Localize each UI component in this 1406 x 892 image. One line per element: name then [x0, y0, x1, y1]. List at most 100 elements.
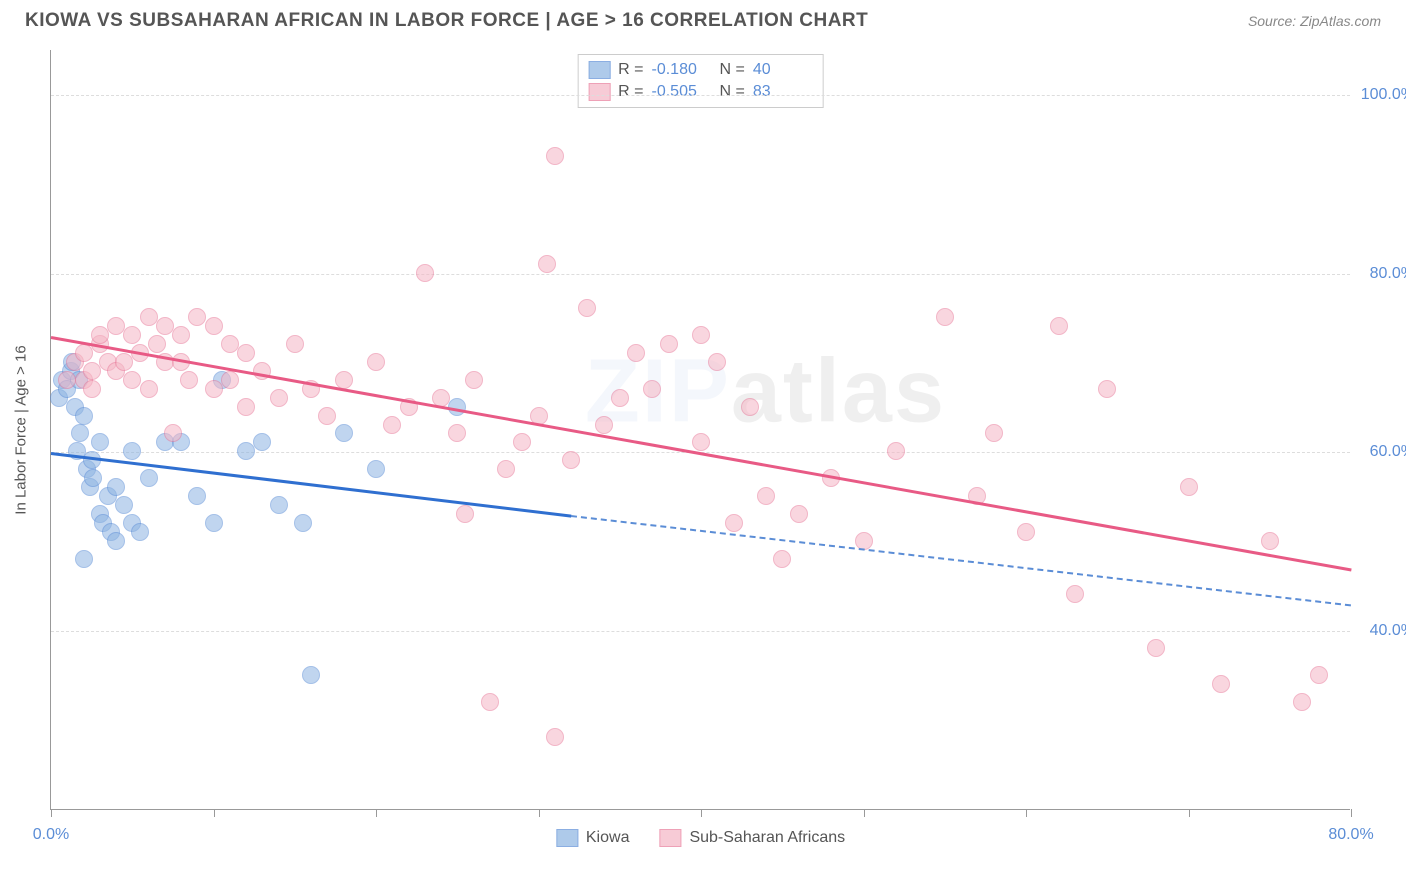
- data-point: [497, 460, 515, 478]
- chart-plot-area: In Labor Force | Age > 16 ZIPatlas R =-0…: [50, 50, 1350, 810]
- x-tick: [701, 809, 702, 817]
- data-point: [562, 451, 580, 469]
- gridline: [51, 274, 1350, 275]
- data-point: [270, 496, 288, 514]
- r-label: R =: [618, 61, 643, 79]
- data-point: [1050, 317, 1068, 335]
- data-point: [107, 532, 125, 550]
- data-point: [172, 326, 190, 344]
- data-point: [627, 344, 645, 362]
- x-tick: [1026, 809, 1027, 817]
- x-tick: [376, 809, 377, 817]
- data-point: [140, 308, 158, 326]
- data-point: [481, 693, 499, 711]
- data-point: [367, 353, 385, 371]
- data-point: [221, 335, 239, 353]
- x-tick-label: 80.0%: [1328, 826, 1373, 844]
- data-point: [538, 255, 556, 273]
- legend-item: Sub-Saharan Africans: [659, 829, 845, 847]
- x-tick: [214, 809, 215, 817]
- data-point: [578, 299, 596, 317]
- y-tick-label: 100.0%: [1361, 86, 1406, 104]
- data-point: [1017, 523, 1035, 541]
- data-point: [294, 514, 312, 532]
- stats-legend: R =-0.180N =40R =-0.505N =83: [577, 54, 824, 108]
- data-point: [180, 371, 198, 389]
- y-tick-label: 80.0%: [1370, 265, 1406, 283]
- data-point: [1310, 666, 1328, 684]
- data-point: [83, 380, 101, 398]
- data-point: [140, 380, 158, 398]
- data-point: [131, 523, 149, 541]
- data-point: [1147, 639, 1165, 657]
- n-label: N =: [720, 61, 745, 79]
- data-point: [546, 147, 564, 165]
- y-axis-label: In Labor Force | Age > 16: [13, 345, 30, 514]
- data-point: [75, 407, 93, 425]
- n-label: N =: [720, 83, 745, 101]
- data-point: [205, 514, 223, 532]
- data-point: [456, 505, 474, 523]
- data-point: [660, 335, 678, 353]
- x-tick-label: 0.0%: [33, 826, 69, 844]
- data-point: [123, 371, 141, 389]
- data-point: [237, 398, 255, 416]
- legend-label: Sub-Saharan Africans: [689, 829, 845, 847]
- data-point: [188, 487, 206, 505]
- data-point: [318, 407, 336, 425]
- data-point: [757, 487, 775, 505]
- data-point: [692, 326, 710, 344]
- gridline: [51, 631, 1350, 632]
- x-tick: [1189, 809, 1190, 817]
- r-value: -0.505: [652, 83, 712, 101]
- data-point: [1066, 585, 1084, 603]
- data-point: [123, 442, 141, 460]
- data-point: [237, 344, 255, 362]
- gridline: [51, 95, 1350, 96]
- data-point: [164, 424, 182, 442]
- y-tick-label: 40.0%: [1370, 622, 1406, 640]
- data-point: [188, 308, 206, 326]
- y-tick-label: 60.0%: [1370, 443, 1406, 461]
- data-point: [115, 353, 133, 371]
- data-point: [643, 380, 661, 398]
- x-tick: [539, 809, 540, 817]
- data-point: [383, 416, 401, 434]
- legend-label: Kiowa: [586, 829, 630, 847]
- data-point: [1261, 532, 1279, 550]
- data-point: [205, 380, 223, 398]
- x-tick: [864, 809, 865, 817]
- trend-line: [571, 515, 1351, 606]
- data-point: [773, 550, 791, 568]
- data-point: [465, 371, 483, 389]
- data-point: [148, 335, 166, 353]
- data-point: [611, 389, 629, 407]
- data-point: [75, 550, 93, 568]
- data-point: [91, 433, 109, 451]
- legend-swatch: [588, 83, 610, 101]
- data-point: [84, 469, 102, 487]
- data-point: [91, 326, 109, 344]
- legend-swatch: [588, 61, 610, 79]
- data-point: [790, 505, 808, 523]
- n-value: 40: [753, 61, 813, 79]
- data-point: [367, 460, 385, 478]
- n-value: 83: [753, 83, 813, 101]
- data-point: [253, 433, 271, 451]
- data-point: [595, 416, 613, 434]
- source-attribution: Source: ZipAtlas.com: [1248, 13, 1381, 29]
- data-point: [140, 469, 158, 487]
- stats-legend-row: R =-0.505N =83: [588, 81, 813, 103]
- stats-legend-row: R =-0.180N =40: [588, 59, 813, 81]
- data-point: [546, 728, 564, 746]
- data-point: [156, 317, 174, 335]
- data-point: [115, 496, 133, 514]
- data-point: [335, 424, 353, 442]
- data-point: [708, 353, 726, 371]
- data-point: [1180, 478, 1198, 496]
- data-point: [205, 317, 223, 335]
- data-point: [1293, 693, 1311, 711]
- legend-swatch: [659, 829, 681, 847]
- x-tick: [1351, 809, 1352, 817]
- data-point: [416, 264, 434, 282]
